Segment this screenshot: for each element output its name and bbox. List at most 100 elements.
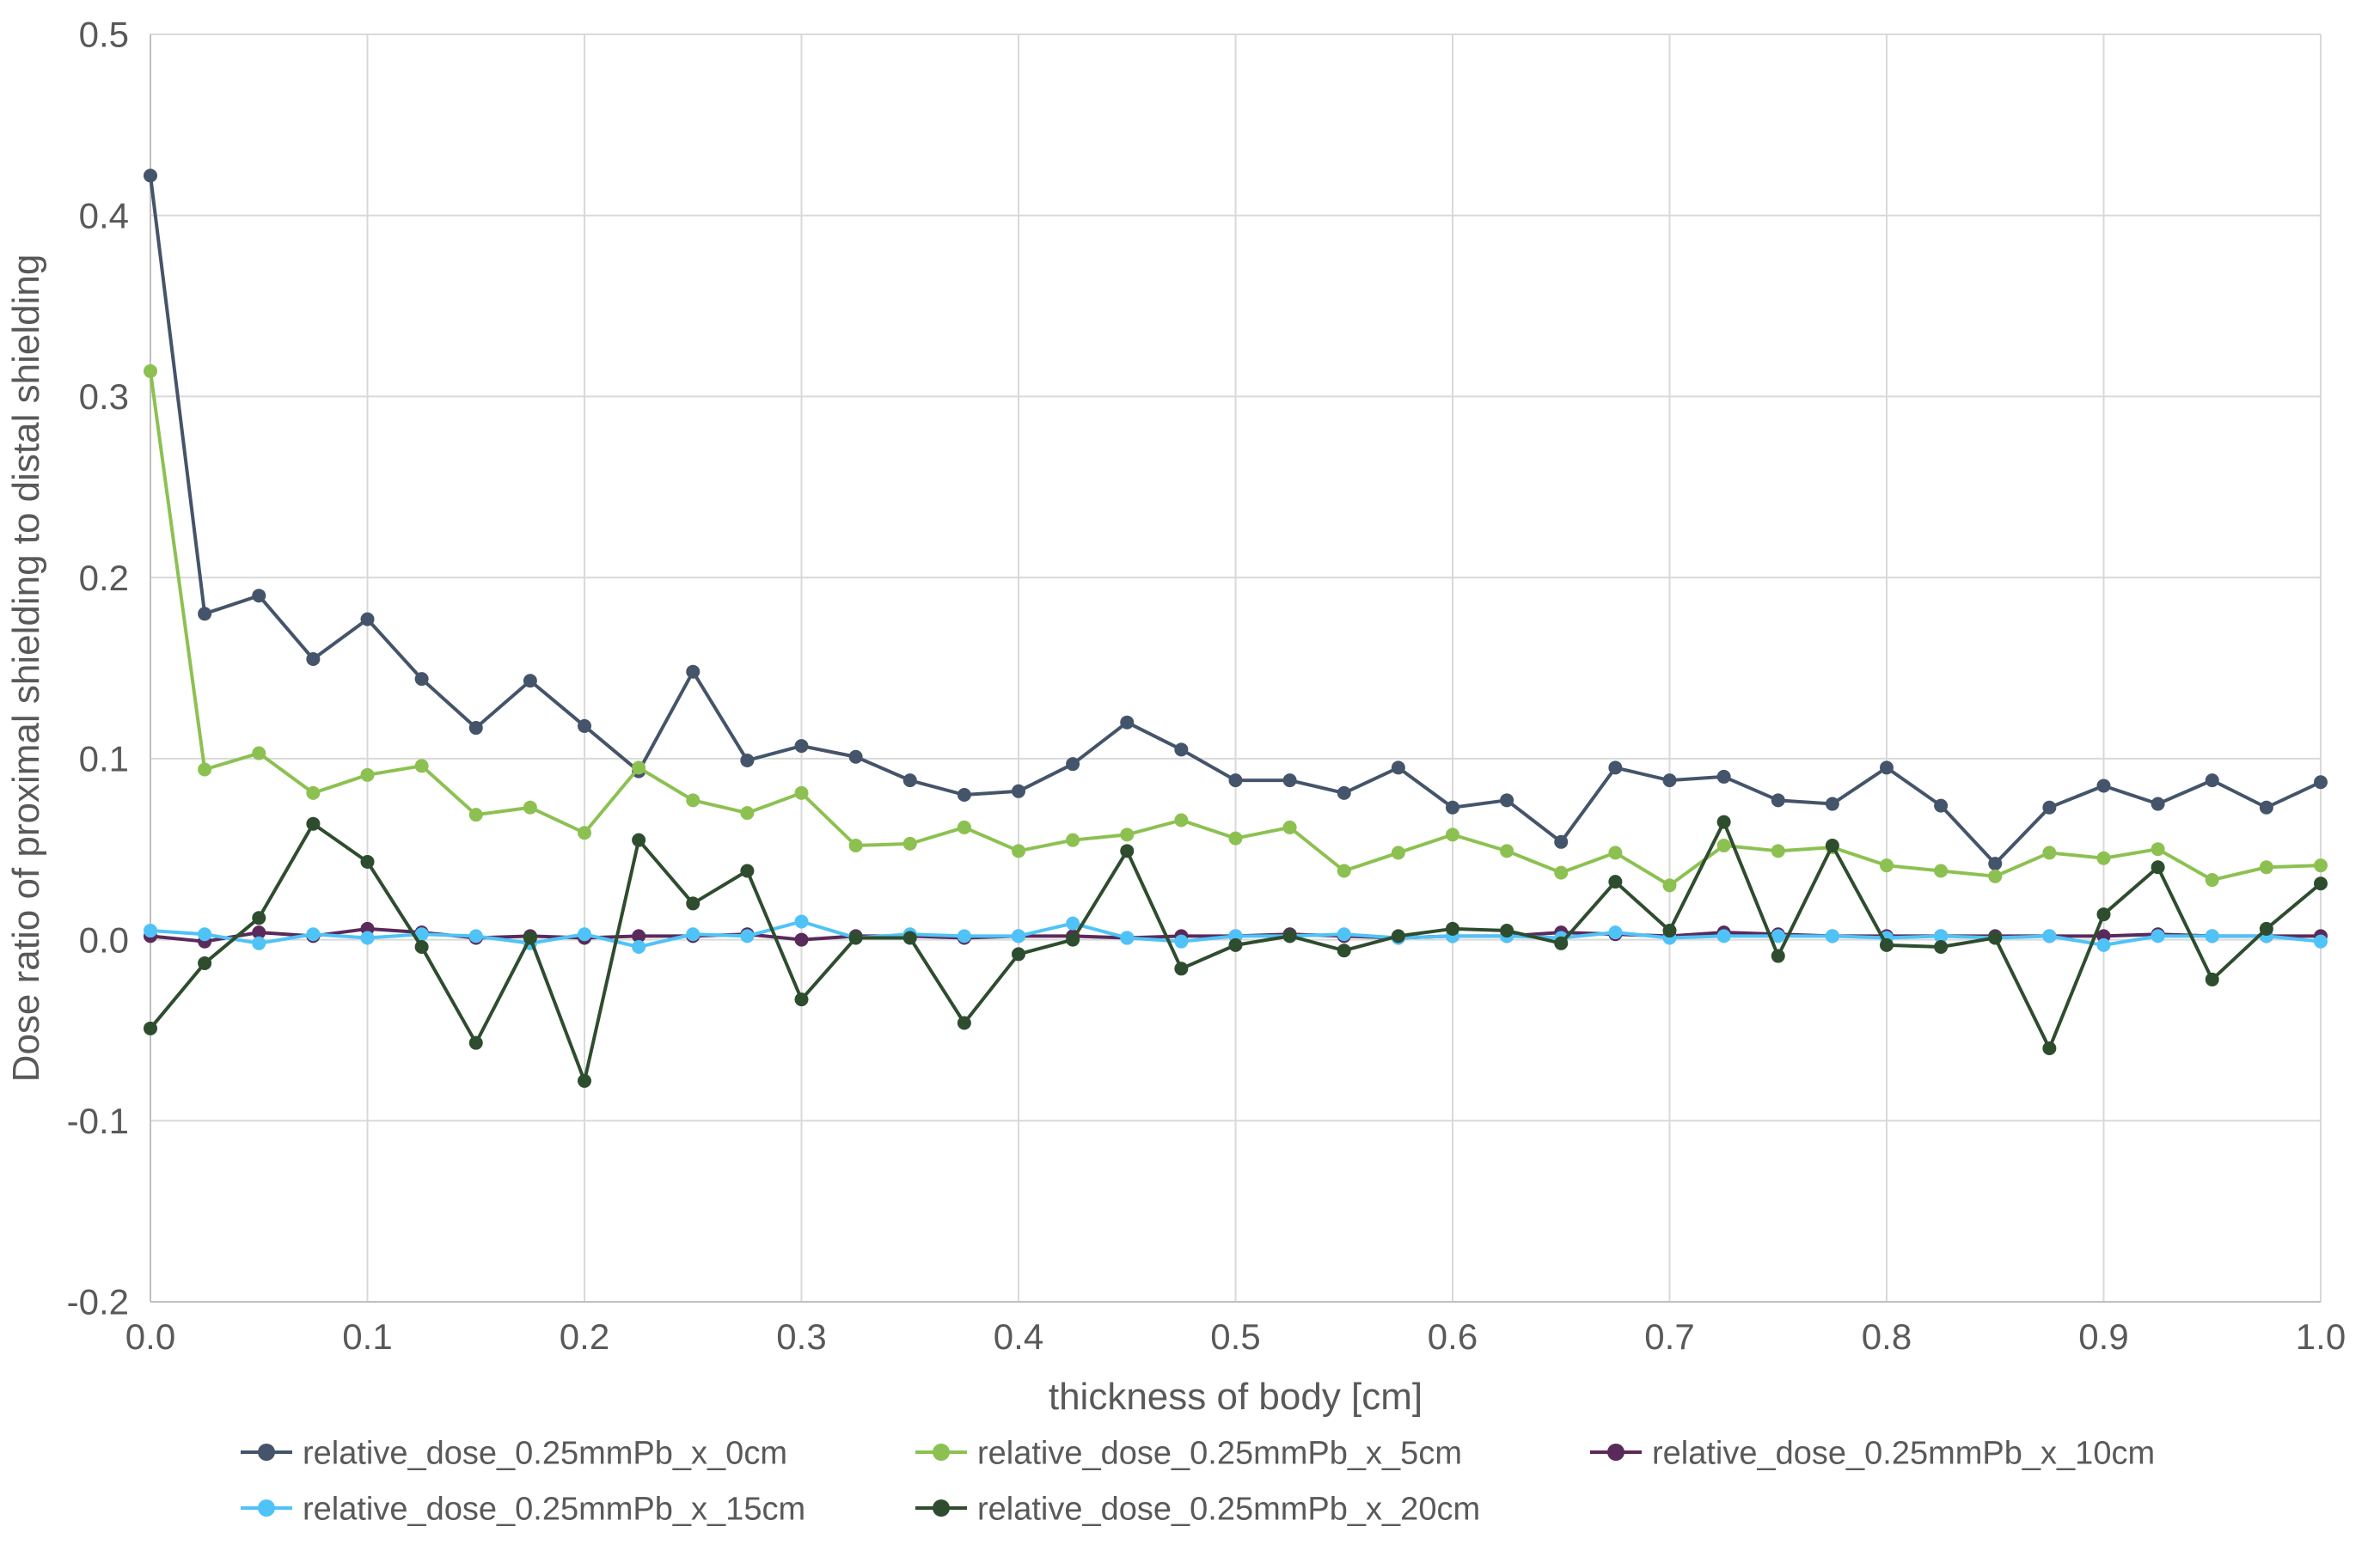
series-marker	[1717, 815, 1731, 829]
series-marker	[578, 826, 591, 840]
series-marker	[578, 719, 591, 733]
series-marker	[252, 937, 266, 950]
series-marker	[1934, 864, 1948, 878]
series-marker	[2260, 860, 2273, 874]
series-marker	[2151, 842, 2165, 856]
series-marker	[1608, 760, 1622, 774]
legend-marker-icon	[933, 1499, 950, 1517]
series-marker	[1337, 943, 1351, 957]
series-marker	[1446, 827, 1459, 841]
series-marker	[2097, 907, 2111, 921]
series-marker	[1392, 929, 1405, 943]
series-marker	[252, 589, 266, 602]
series-marker	[144, 168, 157, 182]
series-marker	[1283, 929, 1297, 943]
series-marker	[415, 940, 429, 954]
series-marker	[1826, 839, 1839, 852]
series-marker	[2206, 873, 2219, 887]
legend-item: relative_dose_0.25mmPb_x_15cm	[241, 1491, 805, 1527]
series-marker	[1500, 793, 1514, 807]
series-marker	[1771, 844, 1785, 858]
series-marker	[1120, 827, 1134, 841]
series-marker	[1988, 931, 2002, 944]
series-marker	[361, 768, 375, 782]
series-marker	[1012, 785, 1025, 798]
y-tick-label: 0.5	[79, 15, 129, 55]
y-tick-label: 0.1	[79, 739, 129, 779]
series-marker	[1446, 922, 1459, 936]
series-marker	[1174, 935, 1188, 949]
series-marker	[686, 665, 700, 679]
series-marker	[578, 1074, 591, 1088]
series-marker	[523, 674, 537, 687]
series-marker	[1066, 917, 1080, 931]
series-marker	[1554, 835, 1568, 849]
x-tick-label: 0.3	[776, 1316, 826, 1357]
legend-label: relative_dose_0.25mmPb_x_0cm	[303, 1435, 787, 1471]
series-marker	[415, 759, 429, 772]
y-tick-label: -0.1	[67, 1101, 129, 1141]
series-marker	[2042, 929, 2056, 943]
dose-ratio-line-chart: 0.00.10.20.30.40.50.60.70.80.91.0-0.2-0.…	[0, 0, 2380, 1551]
series-marker	[523, 801, 537, 815]
legend-label: relative_dose_0.25mmPb_x_5cm	[977, 1435, 1462, 1471]
series-marker	[198, 927, 211, 941]
series-marker	[1012, 947, 1025, 961]
series-marker	[740, 806, 754, 820]
legend-item: relative_dose_0.25mmPb_x_0cm	[241, 1435, 787, 1471]
series-marker	[795, 992, 809, 1006]
series-marker	[306, 927, 320, 941]
series-marker	[1392, 846, 1405, 859]
y-tick-label: -0.2	[67, 1282, 129, 1322]
legend-marker-icon	[933, 1444, 950, 1461]
series-marker	[1934, 940, 1948, 954]
series-marker	[1934, 799, 1948, 813]
x-tick-label: 0.5	[1210, 1316, 1260, 1357]
x-tick-label: 0.2	[560, 1316, 609, 1357]
series-marker	[1880, 938, 1894, 952]
series-marker	[1717, 929, 1731, 943]
series-marker	[2151, 860, 2165, 874]
series-marker	[361, 613, 375, 626]
x-tick-label: 0.0	[125, 1316, 175, 1357]
series-marker	[2206, 973, 2219, 986]
series-marker	[958, 929, 971, 943]
series-marker	[2042, 1041, 2056, 1055]
series-marker	[740, 864, 754, 878]
x-tick-label: 0.1	[342, 1316, 392, 1357]
series-marker	[632, 834, 645, 847]
x-tick-label: 0.9	[2078, 1316, 2128, 1357]
series-marker	[686, 927, 700, 941]
y-tick-label: 0.3	[79, 376, 129, 417]
series-marker	[795, 739, 809, 753]
series-marker	[903, 837, 917, 851]
y-tick-label: 0.4	[79, 195, 129, 235]
series-marker	[198, 763, 211, 777]
series-marker	[306, 817, 320, 831]
series-marker	[1771, 950, 1785, 963]
series-marker	[144, 1022, 157, 1035]
series-marker	[306, 786, 320, 800]
series-marker	[958, 1017, 971, 1030]
series-marker	[198, 607, 211, 620]
y-axis-label: Dose ratio of proximal shielding to dist…	[5, 254, 47, 1083]
series-marker	[1229, 832, 1243, 846]
series-marker	[2314, 876, 2328, 890]
series-marker	[1826, 797, 1839, 811]
x-tick-label: 1.0	[2296, 1316, 2346, 1357]
series-marker	[1337, 864, 1351, 878]
series-marker	[469, 1036, 483, 1050]
series-marker	[1174, 962, 1188, 975]
series-marker	[632, 940, 645, 954]
series-marker	[1283, 821, 1297, 834]
series-marker	[1717, 770, 1731, 784]
series-marker	[1771, 793, 1785, 807]
series-marker	[1446, 801, 1459, 815]
series-marker	[1120, 931, 1134, 944]
series-marker	[1066, 933, 1080, 947]
legend-marker-icon	[1607, 1444, 1624, 1461]
series-marker	[795, 786, 809, 800]
series-marker	[2042, 846, 2056, 859]
series-marker	[469, 808, 483, 821]
series-marker	[198, 956, 211, 970]
